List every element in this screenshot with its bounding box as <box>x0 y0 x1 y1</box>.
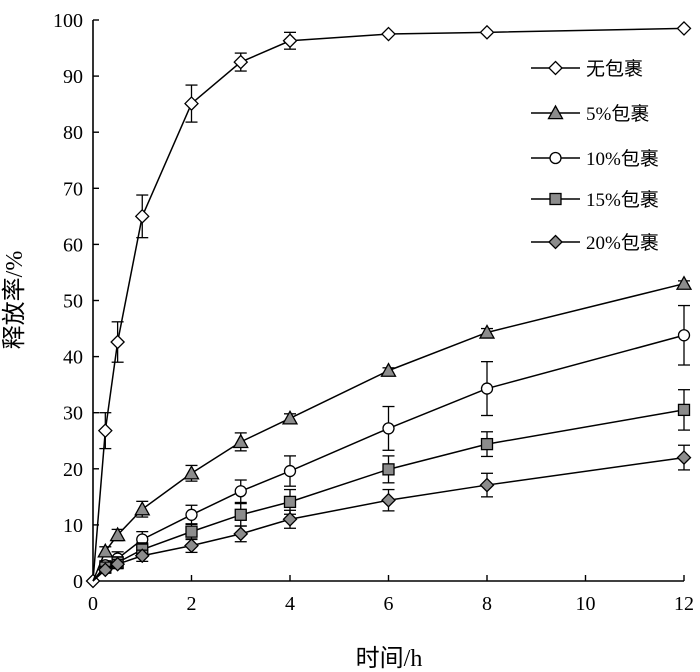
data-point <box>281 409 299 425</box>
legend-label: 15%包裹 <box>586 189 659 211</box>
data-point <box>185 508 198 521</box>
x-tick-label: 0 <box>88 593 98 615</box>
data-point <box>675 275 693 290</box>
data-point <box>382 463 395 476</box>
data-point <box>282 33 298 49</box>
data-point <box>97 423 113 439</box>
data-point <box>184 538 199 554</box>
data-point <box>479 24 495 40</box>
data-point <box>676 20 692 36</box>
legend-label: 10%包裹 <box>586 148 659 170</box>
axes: 0 10 20 30 40 50 60 70 80 90 100 0 2 4 6 8 10 12 <box>53 10 694 615</box>
legend: 无包裹 5%包裹 10%包裹 15%包裹 20%包裹 <box>531 58 659 254</box>
series-3 <box>92 304 691 582</box>
data-point <box>381 492 396 508</box>
data-point <box>480 437 494 451</box>
y-tick-label: 100 <box>53 10 83 32</box>
data-point <box>382 422 395 435</box>
y-tick-label: 60 <box>63 234 83 256</box>
data-point <box>134 548 150 564</box>
series-line <box>92 334 685 582</box>
data-point <box>480 382 494 395</box>
legend-marker <box>547 104 564 120</box>
series-line <box>92 27 685 582</box>
data-point <box>233 54 249 70</box>
data-point <box>185 525 198 538</box>
data-point <box>283 464 297 478</box>
legend-entry: 5%包裹 <box>531 103 649 125</box>
y-axis-title: 释放率/% <box>1 251 28 350</box>
data-point <box>478 324 496 339</box>
data-point <box>676 450 692 465</box>
legend-label: 5%包裹 <box>586 103 649 125</box>
y-tick-label: 90 <box>63 66 83 88</box>
data-point <box>232 433 249 449</box>
data-point <box>677 329 691 342</box>
y-tick-label: 50 <box>63 291 83 313</box>
legend-marker <box>549 151 562 165</box>
data-point <box>109 526 126 542</box>
data-point <box>110 556 126 572</box>
series-2 <box>92 275 693 582</box>
series-4 <box>92 389 691 582</box>
legend-marker <box>548 60 563 76</box>
series-line <box>92 456 685 582</box>
data-point <box>183 464 200 480</box>
data-point <box>110 334 126 350</box>
legend-entry: 10%包裹 <box>531 148 659 170</box>
legend-entry: 20%包裹 <box>531 232 659 254</box>
data-point <box>234 485 247 498</box>
data-point <box>282 511 298 527</box>
y-tick-label: 30 <box>63 403 83 425</box>
x-axis-title: 时间/h <box>356 645 423 672</box>
y-tick-label: 0 <box>73 571 83 593</box>
x-tick-label: 8 <box>482 593 492 615</box>
series-layer <box>85 20 693 589</box>
data-point <box>134 208 150 224</box>
y-tick-label: 20 <box>63 459 83 481</box>
series-1 <box>85 20 692 589</box>
data-point <box>677 403 691 417</box>
data-point <box>134 500 151 516</box>
data-point <box>283 495 297 509</box>
x-tick-label: 2 <box>187 593 197 615</box>
data-point <box>479 477 495 493</box>
data-point <box>97 562 113 578</box>
x-tick-label: 6 <box>384 593 394 615</box>
legend-label: 20%包裹 <box>586 232 659 254</box>
data-point <box>233 526 249 542</box>
y-tick-label: 70 <box>63 178 83 200</box>
x-tick-label: 12 <box>674 593 694 615</box>
data-point <box>234 508 247 521</box>
legend-entry: 无包裹 <box>531 58 643 80</box>
legend-label: 无包裹 <box>586 58 643 80</box>
legend-marker <box>549 192 562 206</box>
data-point <box>184 96 199 112</box>
x-tick-label: 4 <box>285 593 295 615</box>
y-tick-label: 10 <box>63 515 83 537</box>
legend-marker <box>548 234 563 250</box>
y-tick-label: 80 <box>63 122 83 144</box>
data-point <box>97 542 114 558</box>
series-line <box>92 282 685 582</box>
x-tick-label: 10 <box>576 593 596 615</box>
legend-entry: 15%包裹 <box>531 189 659 211</box>
y-tick-label: 40 <box>63 347 83 369</box>
series-5 <box>92 444 692 582</box>
data-point <box>381 26 396 42</box>
data-point <box>380 362 397 377</box>
